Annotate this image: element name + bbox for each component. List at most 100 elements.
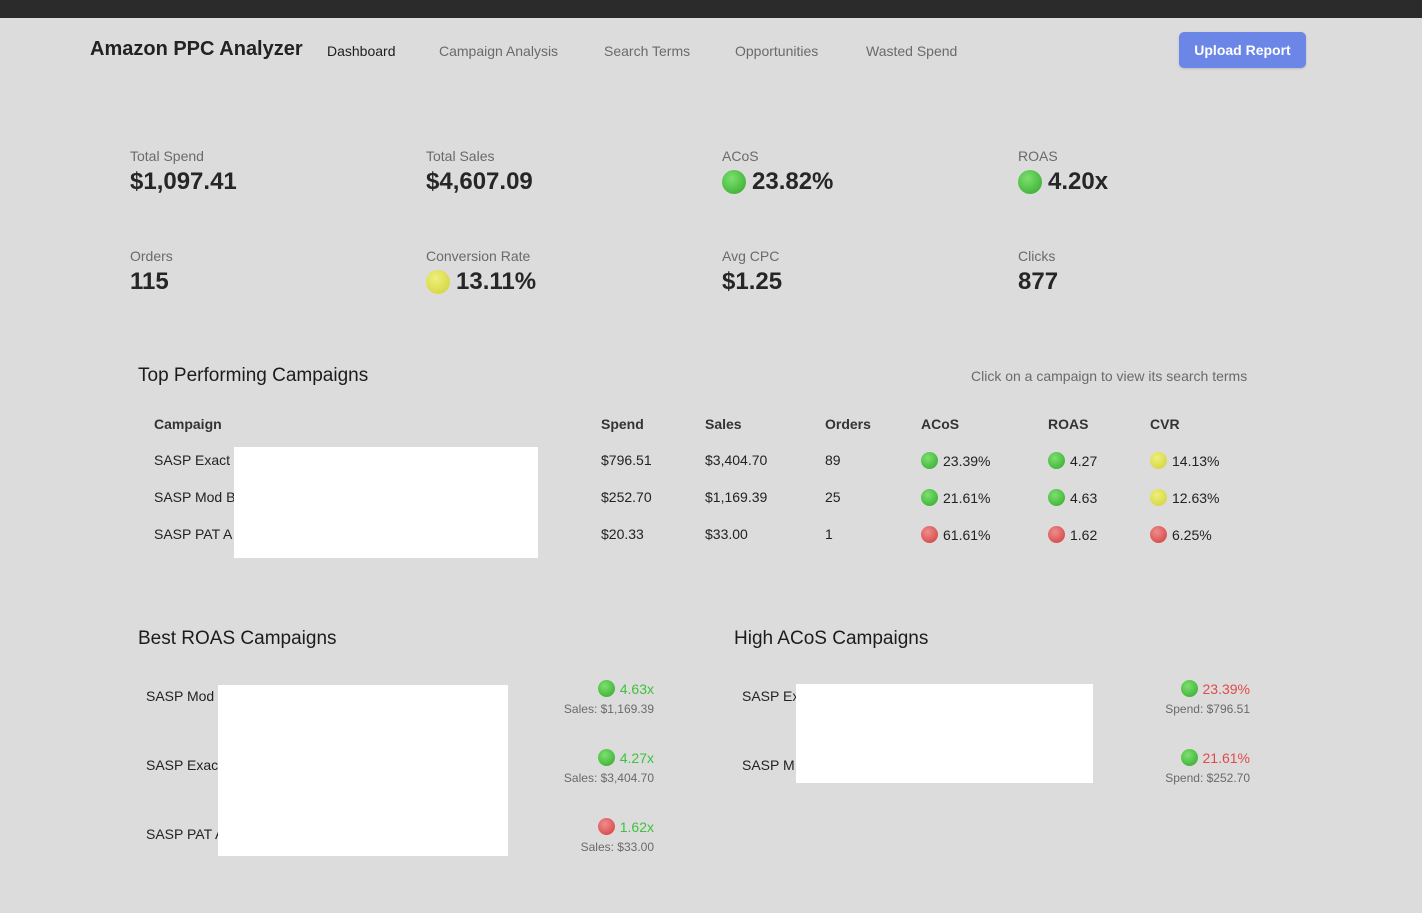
status-green-icon — [722, 170, 746, 194]
metric-label: Avg CPC — [722, 248, 780, 264]
cell-spend: $796.51 — [601, 452, 652, 468]
col-header-roas[interactable]: ROAS — [1048, 416, 1089, 432]
cell-orders: 1 — [825, 526, 833, 542]
status-green-icon — [921, 452, 938, 469]
metric-value: $1,097.41 — [130, 168, 237, 195]
metric-roas: ROAS 4.20x — [1018, 148, 1108, 196]
cell-roas: 1.62 — [1048, 526, 1097, 543]
cell-spend: $20.33 — [601, 526, 644, 542]
metric-value: $1.25 — [722, 268, 783, 295]
list-item-sub: Spend: $796.51 — [1165, 702, 1250, 716]
list-item-value: 23.39% — [1180, 680, 1250, 697]
list-item-value: 1.62x — [597, 818, 654, 835]
list-item-name[interactable]: SASP PAT A — [146, 826, 225, 842]
status-green-icon — [1018, 170, 1042, 194]
top-campaigns-title: Top Performing Campaigns — [138, 365, 369, 386]
cell-acos: 61.61% — [921, 526, 990, 543]
cell-cvr-value: 12.63% — [1172, 489, 1220, 506]
metric-value: $4,607.09 — [426, 168, 533, 195]
cell-campaign[interactable]: SASP Exact — [154, 452, 231, 468]
status-yellow-icon — [1150, 452, 1167, 469]
cell-orders: 25 — [825, 489, 841, 505]
status-green-icon — [1180, 749, 1198, 766]
cell-campaign[interactable]: SASP PAT A — [154, 526, 233, 542]
cell-roas: 4.27 — [1048, 452, 1097, 469]
status-green-icon — [1048, 452, 1065, 469]
cell-roas-value: 1.62 — [1070, 526, 1098, 543]
cell-cvr-value: 6.25% — [1172, 526, 1212, 543]
roas-value: 1.62x — [619, 818, 654, 835]
cell-roas: 4.63 — [1048, 489, 1097, 506]
cell-acos-value: 23.39% — [943, 452, 991, 469]
nav-wasted-spend[interactable]: Wasted Spend — [866, 43, 958, 59]
metric-conversion-rate: Conversion Rate 13.11% — [426, 248, 536, 296]
metric-label: ACoS — [722, 148, 759, 164]
redaction-box — [796, 684, 1093, 783]
list-item-name[interactable]: SASP Mod — [146, 688, 215, 704]
list-item-sub: Sales: $33.00 — [580, 840, 654, 854]
cell-acos-value: 61.61% — [943, 526, 991, 543]
status-yellow-icon — [1150, 489, 1167, 506]
cell-roas-value: 4.27 — [1070, 452, 1098, 469]
acos-value: 23.39% — [1202, 680, 1250, 697]
cell-acos: 23.39% — [921, 452, 990, 469]
cell-campaign[interactable]: SASP Mod B — [154, 489, 236, 505]
roas-value: 4.63x — [619, 680, 654, 697]
cell-acos: 21.61% — [921, 489, 990, 506]
nav-search-terms[interactable]: Search Terms — [604, 43, 691, 59]
cell-spend: $252.70 — [601, 489, 652, 505]
col-header-acos[interactable]: ACoS — [921, 416, 960, 432]
status-green-icon — [597, 680, 615, 697]
list-item-sub: Sales: $3,404.70 — [563, 771, 654, 785]
metric-label: Conversion Rate — [426, 248, 531, 264]
status-yellow-icon — [426, 270, 450, 294]
list-item-name[interactable]: SASP Exac — [146, 757, 219, 773]
cell-acos-value: 21.61% — [943, 489, 991, 506]
col-header-cvr[interactable]: CVR — [1150, 416, 1180, 432]
metric-value: 115 — [130, 268, 169, 295]
metric-avg-cpc: Avg CPC $1.25 — [722, 248, 782, 296]
metric-orders: Orders 115 — [130, 248, 173, 296]
nav-opportunities[interactable]: Opportunities — [735, 43, 819, 59]
metric-value: 23.82% — [752, 168, 834, 195]
col-header-spend[interactable]: Spend — [601, 416, 644, 432]
metric-label: ROAS — [1018, 148, 1058, 164]
metric-total-spend: Total Spend $1,097.41 — [130, 148, 237, 196]
top-campaigns-hint: Click on a campaign to view its search t… — [971, 368, 1248, 384]
app-brand: Amazon PPC Analyzer — [90, 38, 303, 60]
redaction-box — [218, 685, 508, 856]
col-header-orders[interactable]: Orders — [825, 416, 871, 432]
col-header-campaign[interactable]: Campaign — [154, 416, 222, 432]
status-red-icon — [1048, 526, 1065, 543]
status-green-icon — [1180, 680, 1198, 697]
roas-value: 4.27x — [619, 749, 654, 766]
nav-dashboard[interactable]: Dashboard — [327, 43, 396, 59]
list-item-name[interactable]: SASP M — [742, 757, 795, 773]
metric-value: 877 — [1018, 268, 1059, 295]
status-red-icon — [921, 526, 938, 543]
cell-cvr: 6.25% — [1150, 526, 1212, 543]
list-item-value: 21.61% — [1180, 749, 1250, 766]
status-green-icon — [597, 749, 615, 766]
list-item-value: 4.63x — [597, 680, 654, 697]
high-acos-title: High ACoS Campaigns — [734, 628, 929, 649]
cell-roas-value: 4.63 — [1070, 489, 1098, 506]
nav-campaign-analysis[interactable]: Campaign Analysis — [439, 43, 559, 59]
cell-orders: 89 — [825, 452, 841, 468]
status-red-icon — [597, 818, 615, 835]
status-green-icon — [921, 489, 938, 506]
upload-report-button[interactable]: Upload Report — [1179, 32, 1306, 68]
metric-value: 13.11% — [456, 268, 537, 295]
status-green-icon — [1048, 489, 1065, 506]
list-item-sub: Sales: $1,169.39 — [563, 702, 654, 716]
browser-top-bar — [0, 0, 1422, 18]
list-item-name[interactable]: SASP Ex — [742, 688, 800, 704]
list-item-sub: Spend: $252.70 — [1165, 771, 1250, 785]
acos-value: 21.61% — [1202, 749, 1250, 766]
cell-cvr: 12.63% — [1150, 489, 1219, 506]
cell-sales: $3,404.70 — [705, 452, 768, 468]
metric-label: Orders — [130, 248, 173, 264]
col-header-sales[interactable]: Sales — [705, 416, 742, 432]
cell-cvr: 14.13% — [1150, 452, 1219, 469]
metric-acos: ACoS 23.82% — [722, 148, 833, 196]
